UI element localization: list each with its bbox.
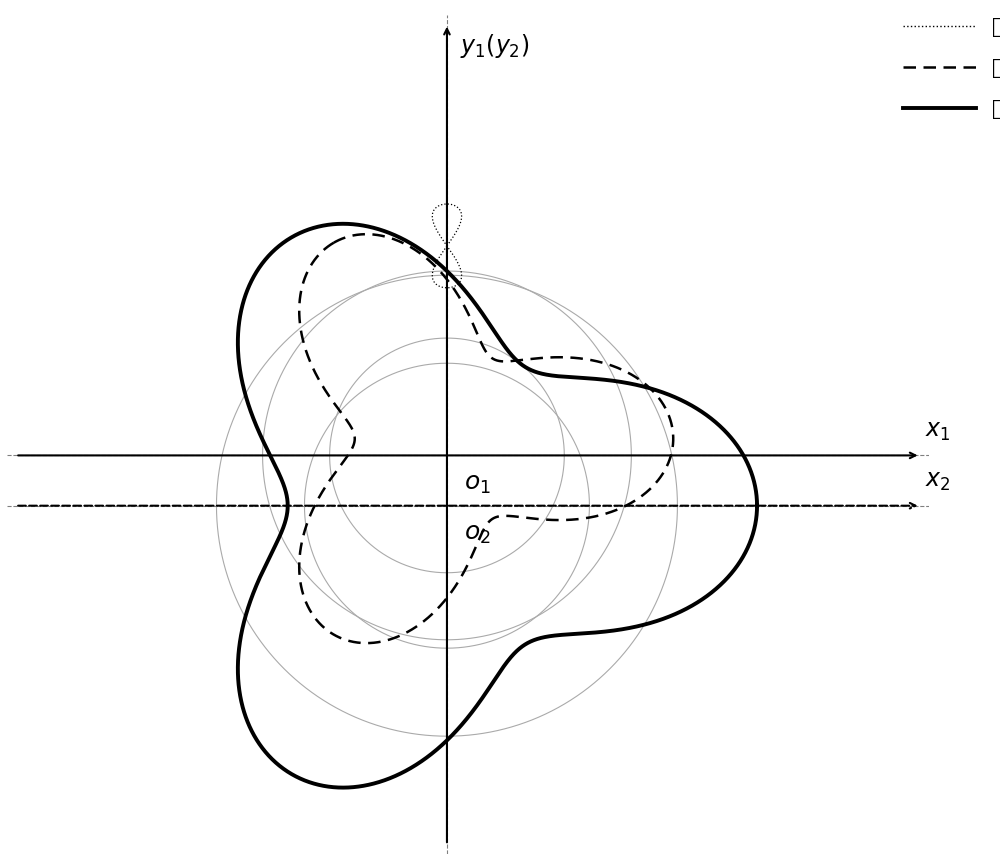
Text: $o_2$: $o_2$ [464,522,490,546]
Text: $x_2$: $x_2$ [925,469,950,493]
Text: $o_1$: $o_1$ [464,472,491,496]
Legend: 喷合线, 外齿廓, 内齿廓: 喷合线, 外齿廓, 内齿廓 [895,9,1000,127]
Text: $y_1(y_2)$: $y_1(y_2)$ [460,32,529,60]
Text: $x_1$: $x_1$ [925,419,950,443]
